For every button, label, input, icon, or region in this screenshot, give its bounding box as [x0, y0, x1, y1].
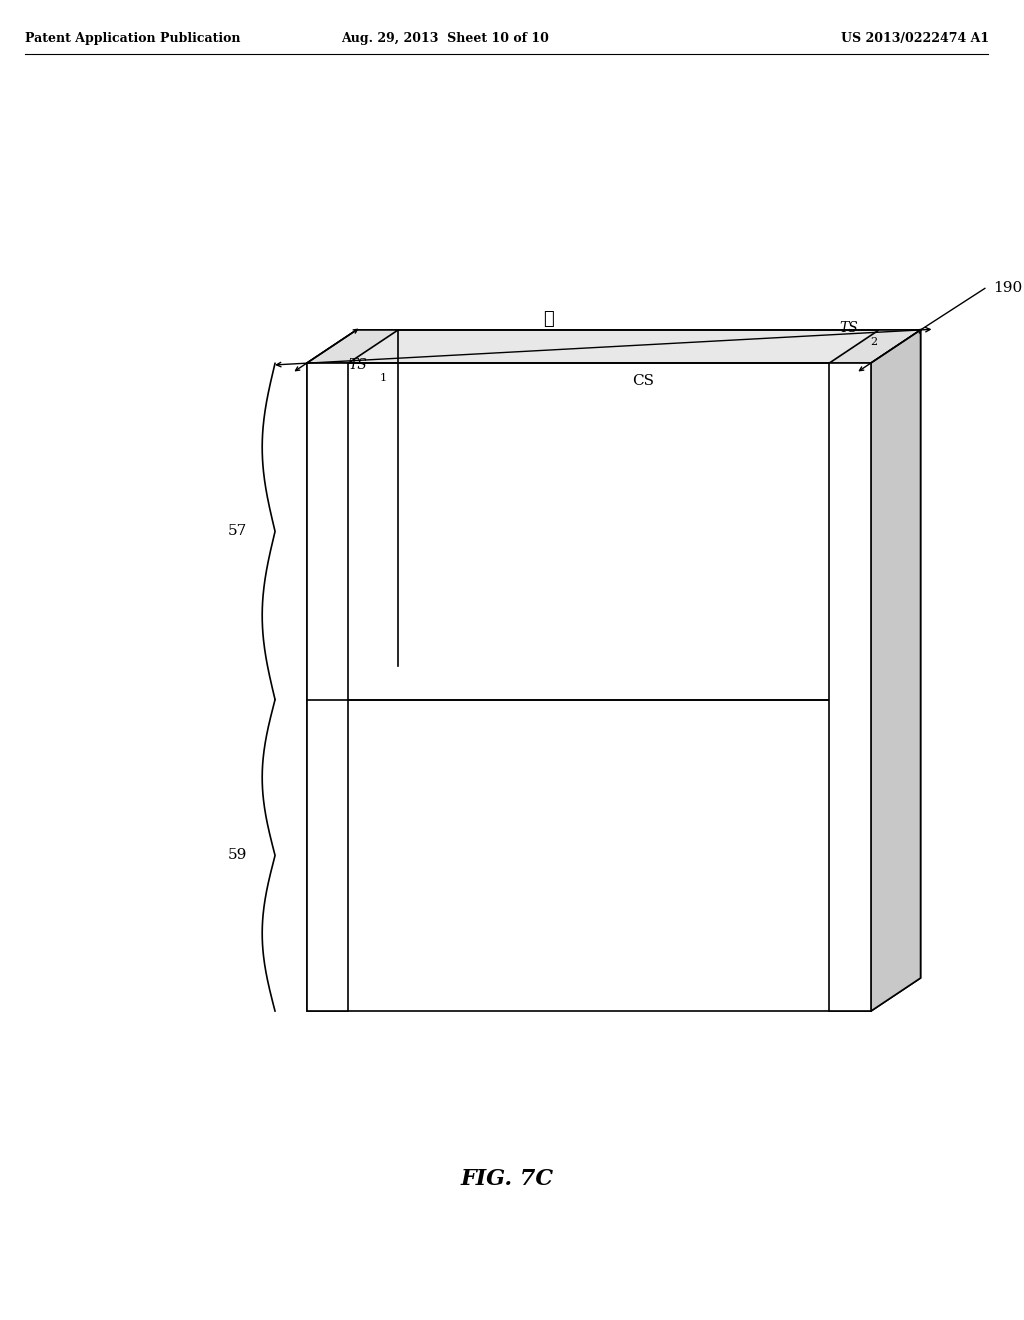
Text: 59: 59	[227, 849, 247, 862]
Text: 190: 190	[993, 281, 1022, 296]
Polygon shape	[829, 363, 870, 1011]
Polygon shape	[870, 330, 921, 1011]
Text: US 2013/0222474 A1: US 2013/0222474 A1	[842, 32, 989, 45]
Text: Patent Application Publication: Patent Application Publication	[25, 32, 241, 45]
Text: 1: 1	[379, 372, 386, 383]
Polygon shape	[307, 330, 398, 363]
Polygon shape	[870, 330, 921, 1011]
Text: ℓ: ℓ	[544, 310, 554, 329]
Polygon shape	[307, 363, 870, 1011]
Text: CS: CS	[633, 374, 654, 388]
Text: 57: 57	[227, 524, 247, 539]
Text: Aug. 29, 2013  Sheet 10 of 10: Aug. 29, 2013 Sheet 10 of 10	[341, 32, 549, 45]
Text: TS: TS	[840, 321, 858, 335]
Text: TS: TS	[349, 358, 368, 372]
Text: FIG. 7C: FIG. 7C	[460, 1168, 553, 1191]
Polygon shape	[307, 330, 921, 363]
Polygon shape	[829, 330, 921, 363]
Polygon shape	[307, 363, 348, 1011]
Text: 2: 2	[870, 337, 878, 347]
